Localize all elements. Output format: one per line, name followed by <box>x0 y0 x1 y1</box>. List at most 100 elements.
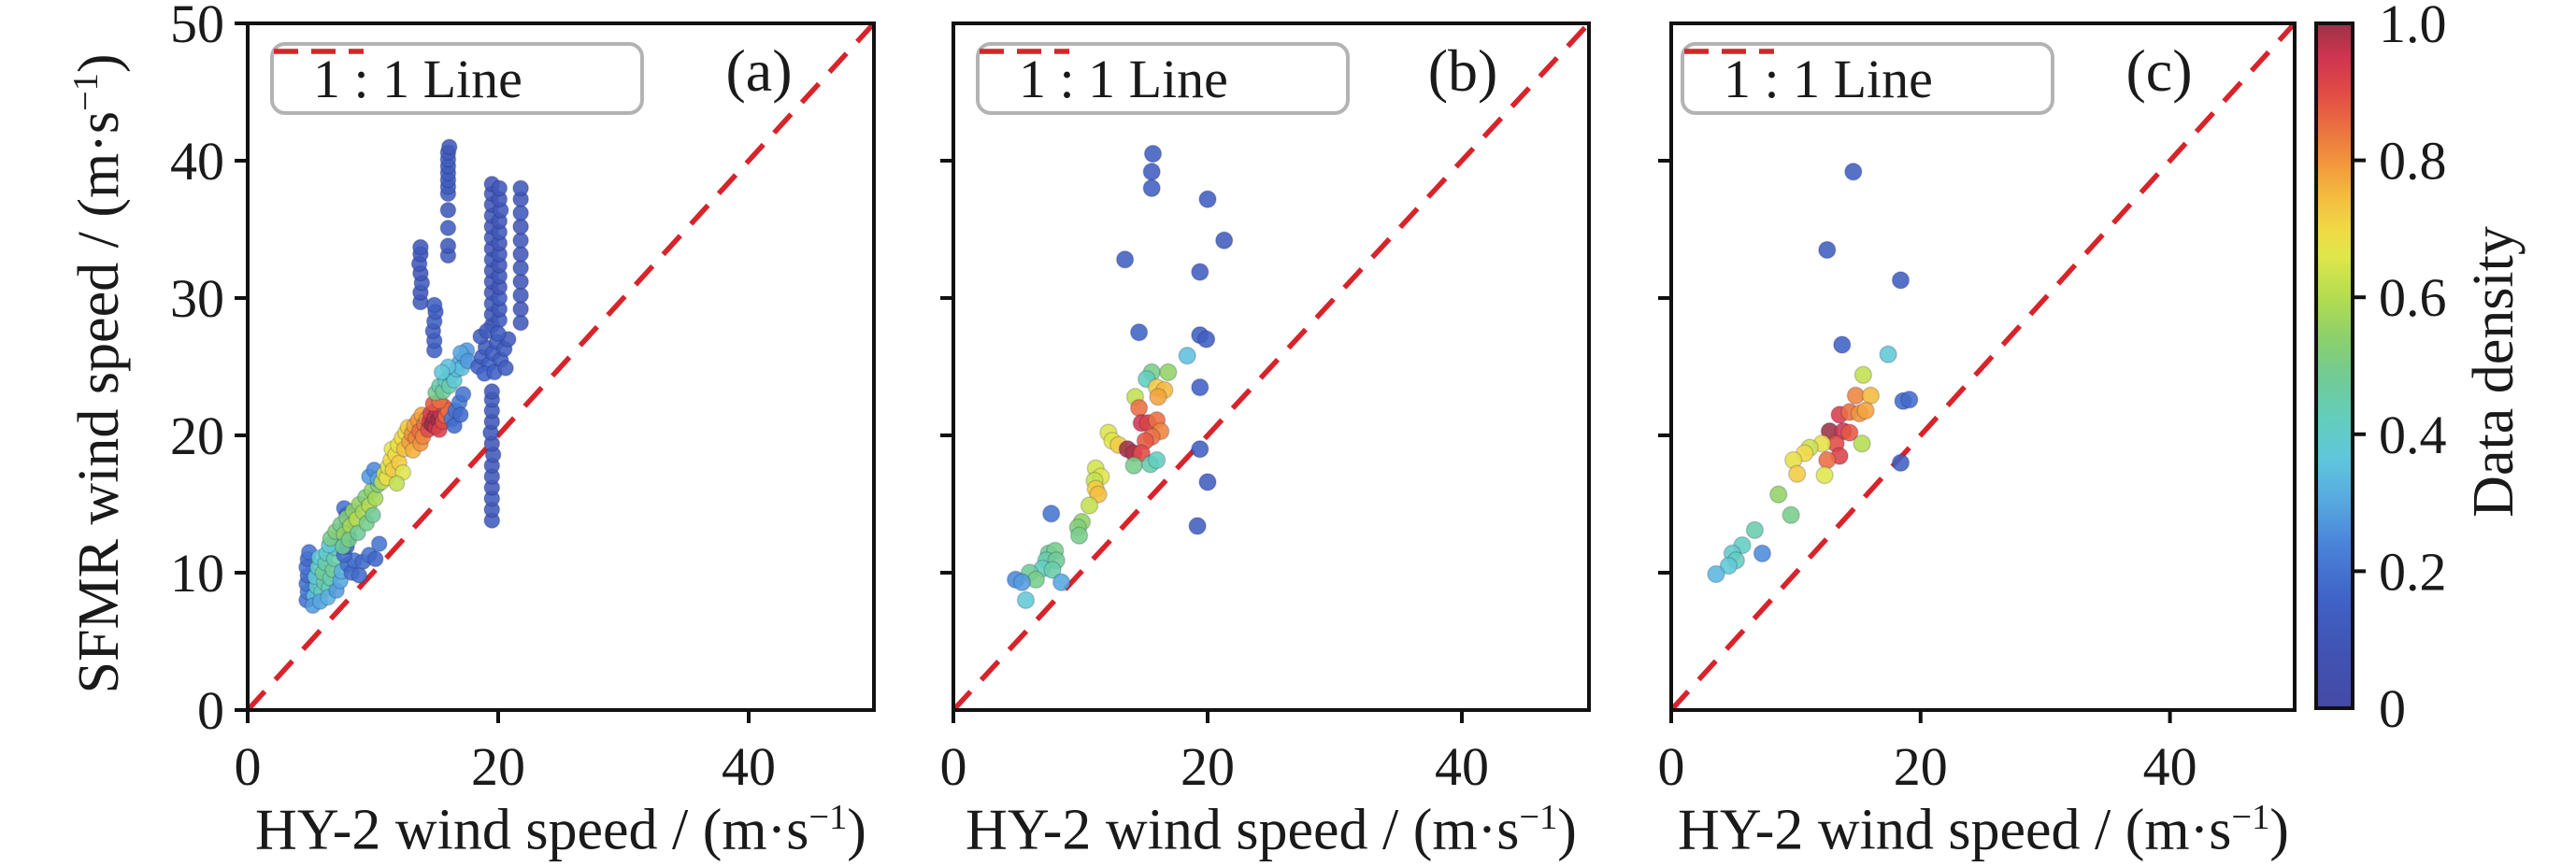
scatter-point <box>1198 473 1217 491</box>
scatter-point <box>512 273 530 291</box>
legend-label: 1 : 1 Line <box>1019 48 1228 109</box>
x-tick-label: 40 <box>722 736 776 797</box>
scatter-point <box>512 314 530 332</box>
dashed-line-sample <box>980 49 1069 54</box>
scatter-point <box>1080 496 1099 515</box>
scatter-point <box>1214 231 1234 250</box>
legend-panel-c: 1 : 1 Line <box>1681 42 2054 115</box>
scatter-point <box>1012 573 1032 592</box>
scatter-point <box>439 201 457 219</box>
dashed-line-sample <box>274 49 364 54</box>
x-tick-label: 0 <box>940 736 967 797</box>
scatter-point <box>1719 556 1739 576</box>
one-to-one-line <box>951 21 1592 712</box>
scatter-point <box>1198 190 1217 208</box>
x-tick-label: 40 <box>2143 736 2197 797</box>
scatter-point <box>497 360 514 377</box>
x-axis-label-text: HY-2 wind speed / (m·s <box>1678 798 2232 862</box>
scatter-point <box>483 383 501 400</box>
scatter-point <box>451 405 469 423</box>
scatter-point <box>512 259 530 277</box>
legend-label: 1 : 1 Line <box>313 48 522 109</box>
x-axis-label-panel-a: HY-2 wind speed / (m·s−1) <box>255 800 866 860</box>
colorbar-border <box>2314 21 2354 710</box>
legend-label: 1 : 1 Line <box>1724 48 1933 109</box>
scatter-point <box>1753 544 1772 563</box>
scatter-point <box>1041 505 1061 523</box>
x-axis-label-panel-c: HY-2 wind speed / (m·s−1) <box>1678 800 2289 860</box>
panel-border <box>952 21 1591 712</box>
scatter-point <box>1815 465 1834 485</box>
scatter-point <box>433 363 451 381</box>
scatter-point <box>1069 526 1089 546</box>
x-axis-label-exponent: −1 <box>2231 798 2270 837</box>
scatter-point <box>366 550 384 568</box>
scatter-point <box>1052 573 1071 592</box>
y-axis-label-text: SFMR wind speed / (m·s <box>66 111 131 694</box>
colorbar-label: Data density <box>2462 226 2526 518</box>
x-axis-label-panel-b: HY-2 wind speed / (m·s−1) <box>966 800 1577 860</box>
scatter-point <box>439 237 457 255</box>
scatter-point <box>512 287 530 305</box>
dashed-line-sample <box>1684 49 1774 54</box>
panel-border <box>1669 21 2297 712</box>
scatter-point <box>1891 271 1911 290</box>
x-tick-label: 20 <box>471 736 525 797</box>
scatter-point <box>1833 335 1852 354</box>
panel-c: 0 20 40 <box>1658 21 2297 797</box>
y-axis-label-close: ) <box>66 53 131 74</box>
panel-border <box>246 21 876 712</box>
scatter-point <box>1043 561 1062 579</box>
scatter-point <box>1853 434 1871 453</box>
panel-letter-b: (b) <box>1427 37 1498 104</box>
x-axis-label-close: ) <box>847 798 866 862</box>
colorbar: 0 0.2 0.4 0.6 0.8 1.0 <box>2314 0 2447 739</box>
x-tick-label: 20 <box>1181 736 1235 797</box>
scatter-point <box>1142 178 1161 198</box>
panel-b: 0 20 40 <box>940 21 1592 797</box>
legend-panel-b: 1 : 1 Line <box>976 42 1350 115</box>
scatter-point <box>1782 505 1800 525</box>
scatter-point <box>1818 240 1837 260</box>
x-axis-label-close: ) <box>2269 798 2289 862</box>
scatter-point <box>1178 346 1196 365</box>
scatter-point <box>351 566 368 584</box>
x-axis-label-text: HY-2 wind speed / (m·s <box>255 798 809 862</box>
scatter-point <box>1115 250 1135 269</box>
x-tick-label: 40 <box>1435 736 1489 797</box>
colorbar-tick-label: 0.6 <box>2379 267 2447 328</box>
x-axis-label-close: ) <box>1557 798 1577 862</box>
scatter-point <box>1891 453 1911 473</box>
y-tick-label: 50 <box>170 0 224 54</box>
scatter-point <box>1879 345 1897 364</box>
scatter-point <box>1707 564 1725 584</box>
scatter-point <box>512 204 530 221</box>
scatter-point <box>365 506 381 524</box>
panel-letter-c: (c) <box>2125 37 2193 104</box>
scatter-point <box>1900 391 1919 409</box>
legend-panel-a: 1 : 1 Line <box>270 42 644 115</box>
scatter-point <box>1149 388 1167 406</box>
scatter-point <box>366 490 384 507</box>
scatter-point <box>1129 322 1149 342</box>
scatter-point <box>1768 485 1788 504</box>
scatter-point <box>1196 330 1216 348</box>
y-tick-label: 40 <box>170 131 224 192</box>
scatter-point <box>1856 401 1875 420</box>
panel-a: 0 20 40 0 10 20 30 40 50 <box>170 0 877 797</box>
scatter-point <box>1143 144 1163 163</box>
scatter-point <box>512 218 530 235</box>
scatter-point <box>1853 365 1873 385</box>
y-tick-label: 30 <box>170 268 224 329</box>
x-tick-label: 20 <box>1894 736 1948 797</box>
x-tick-label: 0 <box>235 736 262 797</box>
scatter-point <box>1124 456 1143 476</box>
scatter-point <box>512 232 530 249</box>
y-tick-label: 10 <box>170 543 224 604</box>
scatter-point <box>512 246 530 263</box>
colorbar-tick-label: 1.0 <box>2379 0 2447 54</box>
scatter-point <box>491 179 508 197</box>
scatter-point <box>454 385 472 403</box>
x-tick-label: 0 <box>1658 736 1685 797</box>
